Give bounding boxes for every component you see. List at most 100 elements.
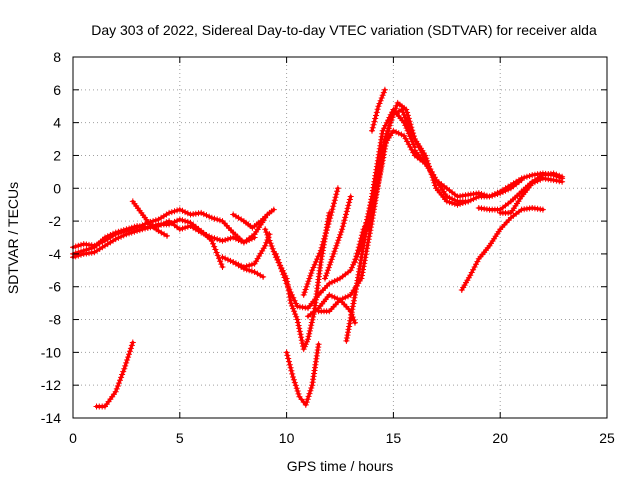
data-point <box>121 365 128 372</box>
data-point <box>305 333 312 340</box>
data-point <box>358 235 365 242</box>
data-point <box>307 272 314 279</box>
data-point <box>418 149 425 156</box>
data-point <box>364 226 371 233</box>
data-point <box>240 265 247 272</box>
data-point <box>345 202 352 209</box>
y-tick-label: 4 <box>53 115 61 131</box>
data-point <box>327 212 334 219</box>
data-point <box>176 216 183 223</box>
data-point <box>327 259 334 266</box>
data-point <box>471 264 478 270</box>
data-point <box>553 177 560 184</box>
data-point <box>348 264 355 271</box>
data-point <box>91 242 98 249</box>
data-point <box>114 383 121 389</box>
data-point <box>248 261 255 268</box>
data-point <box>125 354 132 361</box>
series-line <box>366 107 564 231</box>
data-point <box>467 272 474 279</box>
data-point <box>499 189 506 195</box>
data-point <box>443 193 450 200</box>
data-point <box>292 300 299 307</box>
data-point <box>403 117 410 124</box>
data-point <box>123 231 130 238</box>
data-point <box>497 190 504 197</box>
y-tick-label: -2 <box>49 213 62 229</box>
data-point <box>217 258 224 265</box>
data-point <box>288 367 295 374</box>
y-tick-label: -10 <box>41 344 61 360</box>
data-point <box>260 273 267 280</box>
data-point <box>377 97 384 104</box>
data-point <box>168 209 175 216</box>
data-point <box>393 129 400 136</box>
data-point <box>266 237 273 244</box>
data-point <box>325 264 332 271</box>
data-point <box>342 294 349 301</box>
data-point <box>380 144 387 151</box>
data-point <box>355 247 362 254</box>
data-point <box>336 234 343 241</box>
data-point <box>117 377 123 384</box>
data-point <box>139 226 146 233</box>
data-point <box>286 358 292 365</box>
data-point <box>287 289 294 296</box>
data-point <box>398 131 405 138</box>
data-point <box>171 208 178 215</box>
data-point <box>166 209 173 216</box>
data-point <box>339 223 346 230</box>
data-point <box>276 259 283 266</box>
data-point <box>206 213 213 220</box>
data-point <box>94 241 100 248</box>
data-point <box>559 178 566 185</box>
data-point <box>341 217 348 224</box>
data-point <box>293 313 300 320</box>
data-point <box>473 261 479 268</box>
data-point <box>286 361 293 368</box>
data-point <box>331 248 338 255</box>
data-point <box>467 197 474 204</box>
data-point <box>291 308 298 315</box>
data-point <box>176 206 183 213</box>
data-point <box>312 258 319 265</box>
data-point <box>404 119 411 126</box>
data-series <box>70 86 566 410</box>
data-point <box>216 237 223 243</box>
data-point <box>288 302 295 309</box>
data-point <box>329 253 336 260</box>
data-point <box>369 127 375 134</box>
data-point <box>278 265 285 272</box>
data-point <box>446 194 453 201</box>
y-tick-label: 0 <box>53 180 61 196</box>
data-point <box>182 218 189 225</box>
data-point <box>306 330 313 337</box>
data-point <box>78 241 84 248</box>
data-point <box>304 281 311 287</box>
data-point <box>339 226 346 233</box>
data-point <box>184 210 191 217</box>
axis-ticks <box>72 56 608 419</box>
data-point <box>306 275 313 282</box>
data-point <box>290 376 297 383</box>
data-point <box>366 233 373 240</box>
data-point <box>306 327 313 334</box>
data-point <box>357 238 364 245</box>
data-point <box>334 295 341 302</box>
data-point <box>306 390 313 397</box>
data-point <box>393 102 400 109</box>
data-point <box>451 197 458 204</box>
data-point <box>358 232 365 239</box>
data-point <box>113 385 120 392</box>
data-point <box>319 241 326 248</box>
data-point <box>222 237 229 243</box>
data-point <box>389 114 396 121</box>
data-point <box>243 238 250 245</box>
data-point <box>211 243 218 250</box>
series-track-7 <box>230 211 256 231</box>
y-tick-label: 8 <box>53 49 61 65</box>
data-point <box>219 237 226 244</box>
data-point <box>332 194 339 201</box>
data-point <box>227 235 234 242</box>
data-point <box>374 106 381 113</box>
